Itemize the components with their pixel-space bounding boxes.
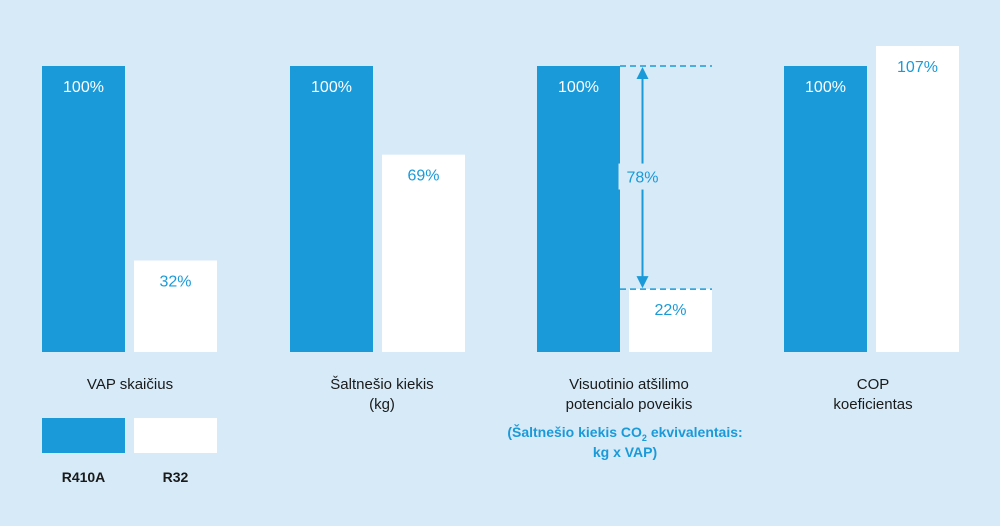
bar-value-label-r410a-3: 100% [805,79,846,96]
legend: R410A R32 [42,418,217,485]
bar-r32-0 [134,260,217,352]
bar-value-label-r32-3: 107% [897,59,938,76]
legend-label-r410a: R410A [62,469,106,485]
legend-label-r32: R32 [163,469,189,485]
category-labels: VAP skaičius Šaltnešio kiekis (kg) Visuotin… [87,376,913,413]
category-label-2-0: Visuotinio atšilimo [569,376,689,393]
bar-r32-2 [629,289,712,352]
category-label-3-0: COP [857,376,890,393]
annotation-label: 78% [626,170,658,187]
bars-layer: 100% 100% 100% 100% 32% 69% 22% 107% [42,45,959,352]
category-label-1-1: (kg) [369,396,395,413]
bar-r32-1 [382,154,465,352]
difference-annotation: 78% [618,65,712,290]
bar-value-label-r32-0: 32% [159,273,191,290]
bar-r32-3 [876,45,959,352]
legend-swatch-r410a [42,418,125,453]
category-label-2-1: potencialo poveikis [566,396,693,413]
arrow-up-head [636,67,649,79]
category-label-3-1: koeficientas [833,396,912,413]
bar-r410a-1 [290,66,373,352]
bar-r410a-3 [784,66,867,352]
bar-value-label-r32-2: 22% [654,302,686,319]
footnote-line2: kg x VAP) [593,444,657,460]
bar-value-label-r410a-0: 100% [63,79,104,96]
bar-value-label-r410a-2: 100% [558,79,599,96]
footnote: (Šaltnešio kiekis CO2 ekvivalentais: [507,423,742,443]
annotation-label-bg [618,163,667,190]
bar-value-label-r32-1: 69% [407,168,439,185]
arrow-down-head [636,276,649,289]
bar-r410a-0 [42,66,125,352]
legend-swatch-r32 [134,418,217,453]
category-label-0-0: VAP skaičius [87,376,173,393]
category-label-1-0: Šaltnešio kiekis [330,376,433,393]
bar-value-label-r410a-1: 100% [311,79,352,96]
bar-r410a-2 [537,66,620,352]
